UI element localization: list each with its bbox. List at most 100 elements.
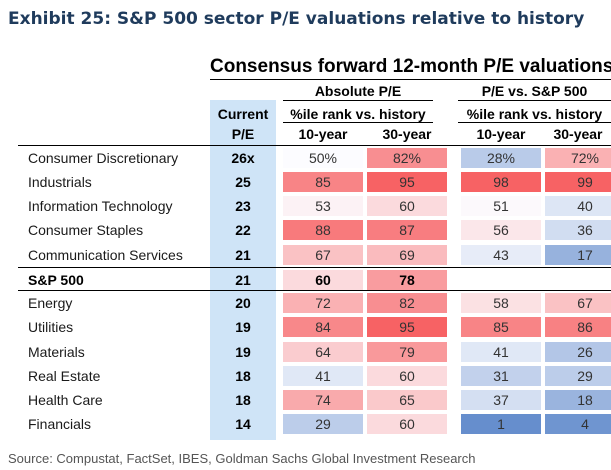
abs-30y-percentile-cell: 95 [367, 317, 447, 337]
header-bottom-rule [18, 145, 611, 146]
rel-10-year-header: 10-year [476, 126, 526, 142]
current-pe-value: 14 [235, 416, 251, 432]
abs-30y-percentile-cell: 79 [367, 342, 447, 362]
rel-subheader-rule [458, 122, 611, 123]
table-row: Industrials 25 85 95 98 99 [18, 170, 611, 194]
table-row: Financials 14 29 60 1 4 [18, 412, 611, 436]
abs-10y-percentile-cell: 41 [283, 366, 363, 386]
rel-10y-percentile-cell: 1 [461, 414, 541, 434]
table-row: Consumer Staples 22 88 87 56 36 [18, 218, 611, 242]
abs-30y-percentile-cell: 60 [367, 414, 447, 434]
abs-30-year-header: 30-year [382, 126, 432, 142]
relative-pe-header: P/E vs. S&P 500 [481, 83, 588, 99]
current-pe-value: 18 [235, 392, 251, 408]
abs-30y-percentile-cell: 82% [367, 148, 447, 168]
abs-10y-percentile-cell: 60 [283, 270, 363, 290]
sector-name: Communication Services [28, 247, 183, 263]
abs-10y-percentile-cell: 74 [283, 390, 363, 410]
current-pe-value: 25 [235, 174, 251, 190]
current-pe-value: 19 [235, 319, 251, 335]
table-row: Energy 20 72 82 58 67 [18, 291, 611, 315]
abs-subheader-rule [283, 122, 433, 123]
current-pe-column-highlight [210, 100, 276, 440]
abs-10y-percentile-cell: 29 [283, 414, 363, 434]
abs-pct-rank-header: %ile rank vs. history [290, 106, 426, 122]
sector-name: Industrials [28, 174, 92, 190]
sector-name: Materials [28, 344, 85, 360]
abs-10y-percentile-cell: 53 [283, 196, 363, 216]
rel-10y-percentile-cell: 43 [461, 245, 541, 265]
rel-30y-percentile-cell: 99 [545, 172, 611, 192]
abs-10y-percentile-cell: 67 [283, 245, 363, 265]
rel-10y-percentile-cell: 58 [461, 293, 541, 313]
rel-30y-percentile-cell: 36 [545, 220, 611, 240]
abs-30y-percentile-cell: 95 [367, 172, 447, 192]
current-pe-value: 22 [235, 222, 251, 238]
abs-10y-percentile-cell: 88 [283, 220, 363, 240]
rel-10y-percentile-cell: 51 [461, 196, 541, 216]
rel-30y-percentile-cell: 40 [545, 196, 611, 216]
table-row: S&P 500 21 60 78 [18, 267, 611, 291]
sector-name: S&P 500 [28, 272, 84, 288]
current-header-line1: Current [217, 106, 269, 122]
rel-10y-percentile-cell: 28% [461, 148, 541, 168]
table-row: Real Estate 18 41 60 31 29 [18, 364, 611, 388]
abs-30y-percentile-cell: 65 [367, 390, 447, 410]
rel-10y-percentile-cell: 98 [461, 172, 541, 192]
table-row: Materials 19 64 79 41 26 [18, 340, 611, 364]
rel-10y-percentile-cell: 31 [461, 366, 541, 386]
rel-10y-percentile-cell: 85 [461, 317, 541, 337]
current-pe-value: 21 [235, 272, 251, 288]
abs-30y-percentile-cell: 78 [367, 270, 447, 290]
current-pe-value: 19 [235, 344, 251, 360]
rel-10y-percentile-cell: 41 [461, 342, 541, 362]
table-row: Health Care 18 74 65 37 18 [18, 388, 611, 412]
table-row: Utilities 19 84 95 85 86 [18, 315, 611, 339]
rel-10y-percentile-cell: 37 [461, 390, 541, 410]
sector-name: Financials [28, 416, 92, 432]
current-pe-value: 23 [235, 198, 251, 214]
rel-pct-rank-header: %ile rank vs. history [466, 106, 603, 122]
source-note: Source: Compustat, FactSet, IBES, Goldma… [8, 451, 476, 466]
absolute-pe-header: Absolute P/E [314, 83, 402, 99]
table-row: Information Technology 23 53 60 51 40 [18, 194, 611, 218]
rel-30-year-header: 30-year [553, 126, 603, 142]
abs-30y-percentile-cell: 60 [367, 366, 447, 386]
table-title: Consensus forward 12-month P/E valuation… [210, 56, 611, 80]
sector-name: Utilities [28, 319, 74, 335]
abs-30y-percentile-cell: 60 [367, 196, 447, 216]
sector-name: Consumer Discretionary [28, 150, 179, 166]
current-pe-value: 21 [235, 247, 251, 263]
rel-30y-percentile-cell: 29 [545, 366, 611, 386]
rel-30y-percentile-cell: 18 [545, 390, 611, 410]
rel-10y-percentile-cell: 56 [461, 220, 541, 240]
sector-name: Consumer Staples [28, 222, 144, 238]
table-row: Communication Services 21 67 69 43 17 [18, 243, 611, 267]
rel-header-rule [458, 100, 611, 101]
current-pe-value: 20 [235, 295, 251, 311]
sector-name: Real Estate [28, 368, 101, 384]
abs-30y-percentile-cell: 69 [367, 245, 447, 265]
rel-30y-percentile-cell: 4 [545, 414, 611, 434]
exhibit-title: Exhibit 25: S&P 500 sector P/E valuation… [8, 9, 585, 29]
current-pe-value: 18 [235, 368, 251, 384]
abs-10y-percentile-cell: 50% [283, 148, 363, 168]
rel-30y-percentile-cell: 26 [545, 342, 611, 362]
abs-10y-percentile-cell: 85 [283, 172, 363, 192]
current-header-line2: P/E [231, 126, 255, 142]
abs-10y-percentile-cell: 72 [283, 293, 363, 313]
abs-10y-percentile-cell: 64 [283, 342, 363, 362]
abs-30y-percentile-cell: 87 [367, 220, 447, 240]
rel-30y-percentile-cell: 67 [545, 293, 611, 313]
abs-10y-percentile-cell: 84 [283, 317, 363, 337]
sector-name: Energy [28, 295, 73, 311]
sector-name: Health Care [28, 392, 103, 408]
rel-30y-percentile-cell: 86 [545, 317, 611, 337]
rel-30y-percentile-cell: 17 [545, 245, 611, 265]
abs-30y-percentile-cell: 82 [367, 293, 447, 313]
table-row: Consumer Discretionary 26x 50% 82% 28% 72% [18, 146, 611, 170]
current-pe-value: 26x [231, 150, 255, 166]
abs-header-rule [283, 100, 433, 101]
sector-name: Information Technology [28, 198, 173, 214]
rel-30y-percentile-cell: 72% [545, 148, 611, 168]
